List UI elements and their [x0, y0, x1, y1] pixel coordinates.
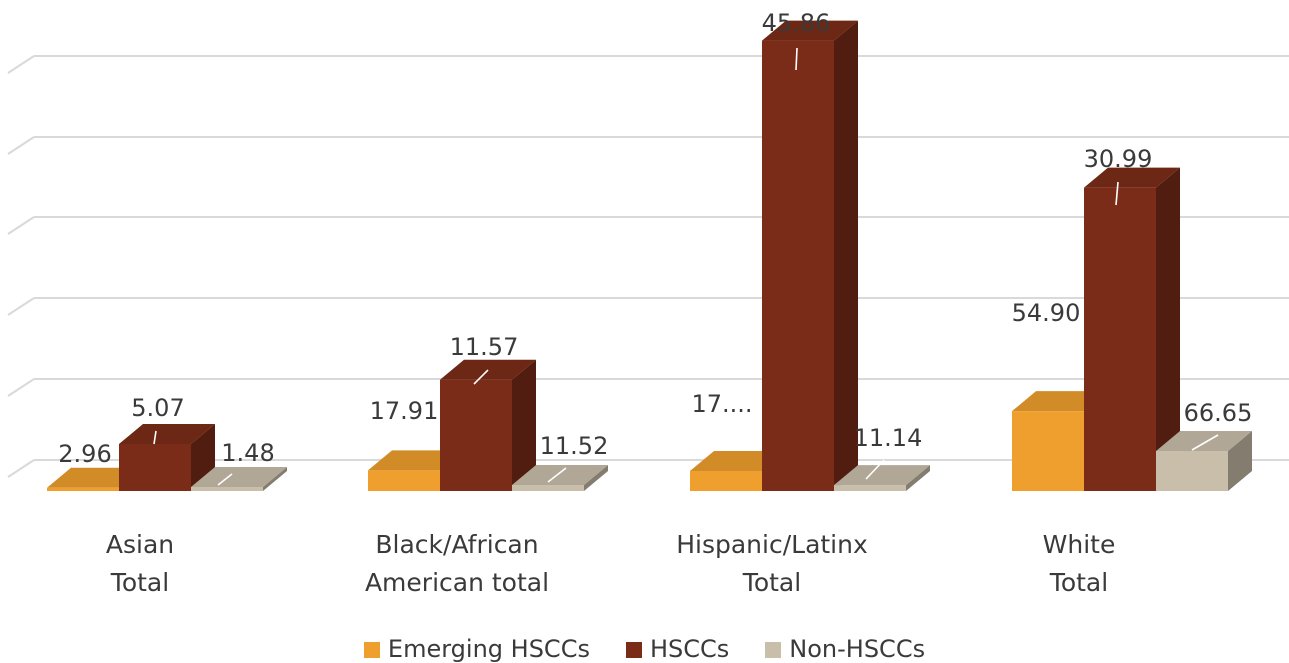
data-label: 30.99 [1084, 145, 1153, 173]
legend-item: Emerging HSCCs [363, 635, 590, 663]
bar-non-hsccs-2 [834, 465, 930, 491]
data-label: 17.... [691, 390, 752, 418]
data-label: 17.91 [370, 397, 439, 425]
gridline-depth [7, 136, 35, 155]
data-label: 11.52 [540, 432, 609, 460]
leader-lines [153, 47, 1219, 486]
bar-non-hsccs-0 [191, 467, 287, 491]
leader-line [153, 430, 157, 445]
data-label: 45.86 [762, 9, 831, 37]
category-label: Black/African American total [365, 530, 549, 597]
legend-label: Non-HSCCs [789, 635, 926, 663]
leader-line [1115, 181, 1119, 206]
data-labels: 2.96 17.91 17.... 54.90 5.07 11.57 45.86 30.99 1… [58, 9, 1252, 468]
legend-swatch [625, 641, 642, 658]
gridline-depth [7, 55, 35, 74]
gridline-depth [7, 297, 35, 316]
gridlines [7, 55, 1289, 478]
category-label: Asian Total [106, 530, 174, 597]
category-label: Hispanic/Latinx Total [676, 530, 868, 597]
data-label: 54.90 [1012, 299, 1081, 327]
data-label: 5.07 [131, 394, 184, 422]
legend-item: Non-HSCCs [765, 636, 925, 663]
data-label: 1.48 [221, 439, 274, 467]
legend-swatch [363, 641, 380, 658]
category-labels: Asian Total Black/African American total His… [106, 530, 1115, 597]
leader-line [795, 47, 798, 71]
legend-swatch [765, 641, 782, 658]
leader-line [1191, 434, 1219, 451]
leader-line [473, 369, 489, 385]
gridline-depth [7, 459, 35, 478]
data-label: 11.14 [854, 424, 923, 452]
data-label: 2.96 [58, 440, 111, 468]
legend-item: HSCCs [625, 635, 730, 663]
data-label: 11.57 [450, 333, 519, 361]
legend: Emerging HSCCs HSCCs Non-HSCCs [0, 636, 1289, 663]
leader-line [547, 467, 567, 483]
gridline-depth [7, 378, 35, 397]
data-label: 66.65 [1184, 399, 1253, 427]
bar-hsccs-1 [440, 359, 536, 491]
bar-group [47, 20, 1252, 492]
legend-label: HSCCs [649, 635, 730, 663]
bar-non-hsccs-1 [512, 464, 608, 491]
leader-line [865, 459, 885, 480]
leader-line [217, 473, 233, 486]
gridline-depth [7, 216, 35, 235]
bar-hsccs-3 [1084, 167, 1180, 492]
bar-hsccs-2 [762, 20, 858, 491]
category-label: White Total [1043, 530, 1116, 597]
legend-label: Emerging HSCCs [387, 635, 590, 663]
bar-non-hsccs-3 [1156, 431, 1252, 491]
